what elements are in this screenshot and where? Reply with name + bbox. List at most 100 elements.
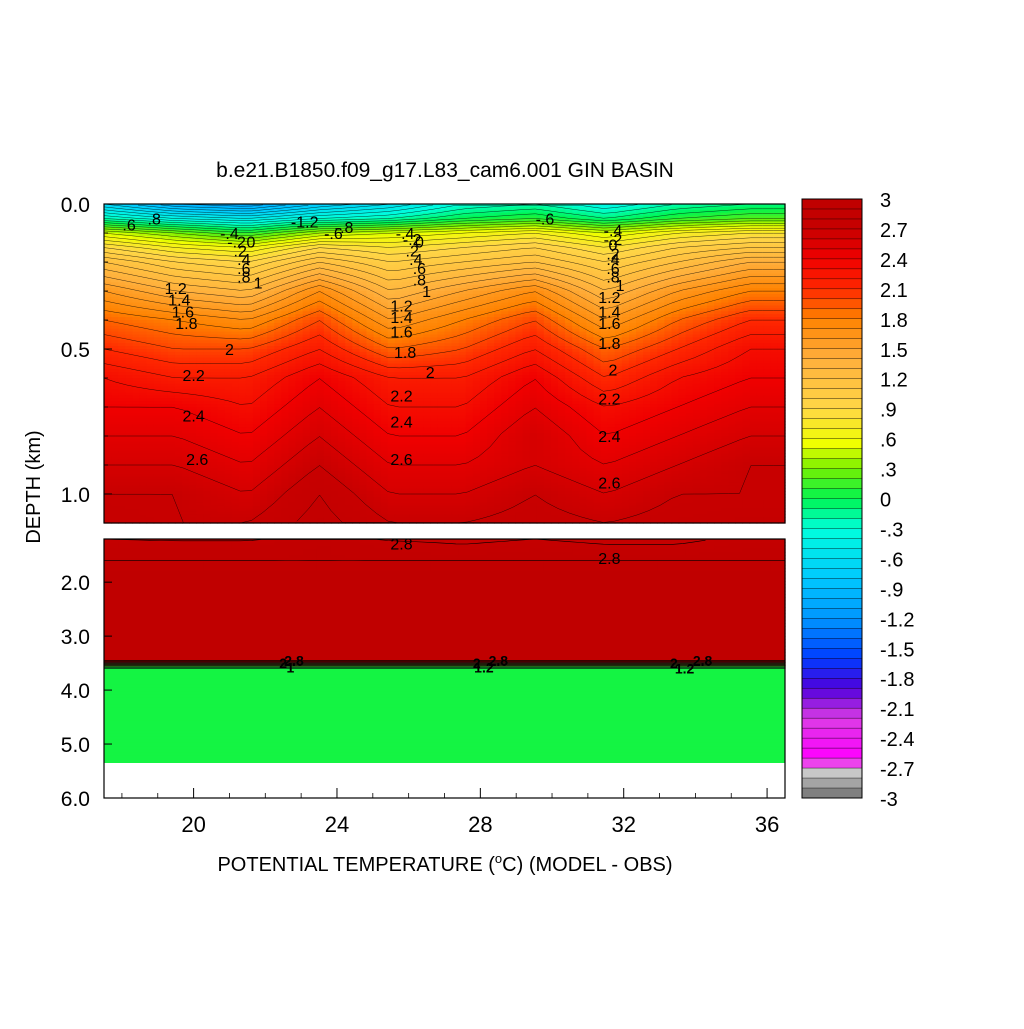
- heatmap-cell: [643, 247, 651, 251]
- heatmap-cell: [593, 279, 602, 283]
- heatmap-cell: [444, 209, 453, 214]
- heatmap-cell: [600, 224, 609, 228]
- heatmap-cell: [224, 317, 233, 321]
- heatmap-cell: [104, 276, 112, 280]
- heatmap-cell: [628, 259, 637, 263]
- heatmap-cell: [579, 322, 587, 327]
- heatmap-cell: [238, 230, 247, 234]
- heatmap-cell: [628, 311, 637, 315]
- heatmap-cell: [728, 317, 736, 321]
- heatmap-cell: [444, 206, 453, 211]
- heatmap-cell: [210, 204, 219, 208]
- heatmap-cell: [267, 322, 275, 327]
- heatmap-cell: [508, 218, 517, 222]
- heatmap-cell: [685, 325, 694, 330]
- heatmap-cell: [316, 276, 325, 280]
- heatmap-cell: [572, 305, 580, 309]
- heatmap-cell: [111, 262, 119, 266]
- heatmap-cell: [685, 256, 694, 260]
- heatmap-cell: [579, 215, 587, 220]
- heatmap-cell: [174, 325, 183, 330]
- heatmap-cell: [394, 314, 403, 318]
- heatmap-cell: [288, 209, 297, 214]
- heatmap-cell: [749, 305, 758, 309]
- heatmap-cell: [479, 209, 488, 214]
- heatmap-cell: [735, 317, 744, 321]
- heatmap-cell: [416, 227, 424, 231]
- heatmap-cell: [777, 299, 786, 304]
- heatmap-cell: [210, 218, 219, 222]
- heatmap-cell: [643, 308, 651, 312]
- heatmap-cell: [281, 253, 290, 257]
- heatmap-cell: [366, 209, 375, 214]
- heatmap-cell: [352, 250, 360, 254]
- heatmap-cell: [614, 262, 623, 266]
- heatmap-cell: [472, 288, 481, 292]
- heatmap-cell: [302, 322, 311, 327]
- heatmap-cell: [387, 253, 396, 257]
- heatmap-cell: [579, 218, 587, 222]
- heatmap-cell: [650, 244, 658, 249]
- heatmap-cell: [572, 325, 580, 330]
- heatmap-cell: [671, 291, 680, 295]
- heatmap-cell: [182, 212, 190, 217]
- heatmap-cell: [338, 273, 346, 278]
- heatmap-cell: [458, 299, 467, 304]
- heatmap-cell: [494, 247, 502, 251]
- heatmap-cell: [125, 273, 133, 278]
- heatmap-cell: [373, 291, 382, 295]
- heatmap-cell: [501, 224, 509, 228]
- heatmap-cell: [515, 285, 524, 289]
- heatmap-cell: [132, 253, 141, 257]
- heatmap-cell: [565, 227, 573, 231]
- heatmap-cell: [139, 256, 148, 260]
- heatmap-cell: [678, 276, 687, 280]
- heatmap-cell: [203, 204, 211, 208]
- heatmap-cell: [735, 209, 744, 214]
- heatmap-cell: [416, 311, 424, 315]
- heatmap-cell: [160, 204, 169, 208]
- heatmap-cell: [529, 221, 538, 225]
- heatmap-cell: [607, 256, 616, 260]
- heatmap-cell: [231, 285, 240, 289]
- heatmap-cell: [678, 244, 687, 249]
- heatmap-cell: [437, 247, 446, 251]
- heatmap-cell: [621, 227, 630, 231]
- heatmap-cell: [167, 317, 176, 321]
- heatmap-cell: [543, 230, 552, 234]
- heatmap-cell: [245, 270, 254, 275]
- heatmap-cell: [345, 273, 353, 278]
- heatmap-cell: [472, 233, 481, 237]
- heatmap-cell: [586, 314, 595, 318]
- heatmap-cell: [380, 282, 389, 286]
- heatmap-cell: [352, 218, 360, 222]
- heatmap-cell: [345, 267, 353, 272]
- heatmap-cell: [628, 241, 637, 246]
- heatmap-cell: [125, 209, 133, 214]
- heatmap-cell: [558, 264, 566, 269]
- heatmap-cell: [160, 311, 169, 315]
- heatmap-cell: [643, 320, 651, 324]
- heatmap-cell: [515, 233, 524, 237]
- heatmap-cell: [252, 267, 261, 272]
- heatmap-cell: [288, 262, 297, 266]
- heatmap-cell: [735, 218, 744, 222]
- heatmap-cell: [160, 238, 169, 243]
- heatmap-cell: [494, 282, 502, 286]
- heatmap-cell: [657, 224, 665, 228]
- heatmap-cell: [465, 317, 474, 321]
- heatmap-cell: [487, 299, 495, 304]
- heatmap-cell: [409, 264, 417, 269]
- heatmap-cell: [763, 270, 772, 275]
- upper-panel: .6.8-.4-.2 0.2.4.6.8 11.21.41.61.822.22.42…: [61, 194, 786, 524]
- heatmap-cell: [643, 227, 651, 231]
- heatmap-cell: [749, 314, 758, 318]
- heatmap-cell: [678, 305, 687, 309]
- heatmap-cell: [189, 308, 197, 312]
- heatmap-cell: [238, 276, 247, 280]
- heatmap-cell: [217, 299, 226, 304]
- heatmap-cell: [529, 264, 538, 269]
- heatmap-cell: [614, 233, 623, 237]
- heatmap-cell: [118, 320, 126, 324]
- heatmap-cell: [132, 230, 141, 234]
